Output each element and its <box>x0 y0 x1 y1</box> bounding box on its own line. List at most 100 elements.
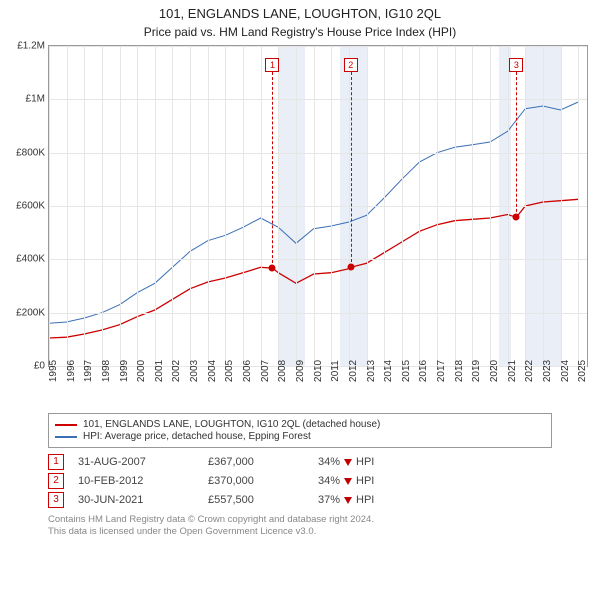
arrow-down-icon <box>344 459 352 466</box>
x-tick-label: 2017 <box>436 360 447 382</box>
sale-marker-dot <box>347 264 354 271</box>
x-tick-label: 2008 <box>277 360 288 382</box>
sales-row-date: 31-AUG-2007 <box>78 456 208 468</box>
sales-row-gap: 37%HPI <box>318 494 374 506</box>
gridline-v <box>67 46 68 366</box>
gridline-v <box>508 46 509 366</box>
sale-marker-box: 1 <box>265 58 279 72</box>
legend-swatch <box>55 424 77 426</box>
x-tick-label: 2016 <box>418 360 429 382</box>
gridline-h <box>49 153 587 154</box>
x-tick-label: 1999 <box>119 360 130 382</box>
sales-row: 1 31-AUG-2007£367,00034%HPI <box>48 454 552 470</box>
gridline-v <box>296 46 297 366</box>
sale-marker-line <box>351 72 352 267</box>
x-tick-label: 2004 <box>207 360 218 382</box>
gridline-v <box>402 46 403 366</box>
sales-row-date: 30-JUN-2021 <box>78 494 208 506</box>
sales-row-index: 3 <box>48 492 64 508</box>
footer-line: This data is licensed under the Open Gov… <box>48 526 588 538</box>
gridline-v <box>437 46 438 366</box>
sale-marker-box: 3 <box>509 58 523 72</box>
y-tick-label: £1M <box>26 94 49 105</box>
x-tick-label: 2006 <box>242 360 253 382</box>
sales-row-index: 1 <box>48 454 64 470</box>
sales-row-date: 10-FEB-2012 <box>78 475 208 487</box>
x-tick-label: 2018 <box>454 360 465 382</box>
gridline-v <box>208 46 209 366</box>
arrow-down-icon <box>344 478 352 485</box>
sale-marker-dot <box>513 214 520 221</box>
y-tick-label: £400K <box>16 254 49 265</box>
x-tick-label: 2024 <box>560 360 571 382</box>
gridline-v <box>561 46 562 366</box>
x-tick-label: 2010 <box>313 360 324 382</box>
gridline-v <box>419 46 420 366</box>
gridline-h <box>49 46 587 47</box>
gridline-v <box>172 46 173 366</box>
gridline-v <box>472 46 473 366</box>
x-tick-label: 2014 <box>383 360 394 382</box>
x-tick-label: 2015 <box>401 360 412 382</box>
sales-row-price: £557,500 <box>208 494 318 506</box>
gridline-v <box>525 46 526 366</box>
x-tick-label: 2007 <box>260 360 271 382</box>
legend-text: 101, ENGLANDS LANE, LOUGHTON, IG10 2QL (… <box>83 419 380 430</box>
x-tick-label: 2013 <box>366 360 377 382</box>
y-tick-label: £600K <box>16 201 49 212</box>
titles: 101, ENGLANDS LANE, LOUGHTON, IG10 2QL P… <box>0 6 600 39</box>
gridline-v <box>155 46 156 366</box>
x-tick-label: 2021 <box>507 360 518 382</box>
gridline-v <box>137 46 138 366</box>
x-tick-label: 2001 <box>154 360 165 382</box>
sales-row-price: £367,000 <box>208 456 318 468</box>
sale-marker-line <box>272 72 273 268</box>
chart-container: 101, ENGLANDS LANE, LOUGHTON, IG10 2QL P… <box>0 6 600 596</box>
arrow-down-icon <box>344 497 352 504</box>
gridline-h <box>49 313 587 314</box>
gridline-v <box>84 46 85 366</box>
gridline-v <box>349 46 350 366</box>
gridline-v <box>225 46 226 366</box>
x-tick-label: 2005 <box>224 360 235 382</box>
sales-row-price: £370,000 <box>208 475 318 487</box>
gridline-v <box>578 46 579 366</box>
x-tick-label: 1997 <box>83 360 94 382</box>
gridline-v <box>384 46 385 366</box>
x-tick-label: 2009 <box>295 360 306 382</box>
sales-row: 3 30-JUN-2021£557,50037%HPI <box>48 492 552 508</box>
x-tick-label: 2022 <box>524 360 535 382</box>
gridline-h <box>49 206 587 207</box>
gridline-v <box>278 46 279 366</box>
gridline-v <box>331 46 332 366</box>
sale-marker-box: 2 <box>344 58 358 72</box>
x-tick-label: 1996 <box>66 360 77 382</box>
gridline-v <box>543 46 544 366</box>
y-tick-label: £1.2M <box>17 41 49 52</box>
gridline-v <box>190 46 191 366</box>
gridline-v <box>367 46 368 366</box>
y-tick-label: £200K <box>16 307 49 318</box>
sales-row-gap: 34%HPI <box>318 456 374 468</box>
chart-plot-area: £0£200K£400K£600K£800K£1M£1.2M123 <box>48 45 588 367</box>
x-tick-label: 2012 <box>348 360 359 382</box>
legend-swatch <box>55 436 77 438</box>
title-subtitle: Price paid vs. HM Land Registry's House … <box>0 25 600 39</box>
x-tick-label: 2011 <box>330 360 341 382</box>
x-tick-label: 2019 <box>471 360 482 382</box>
gridline-v <box>314 46 315 366</box>
y-tick-label: £0 <box>34 361 49 372</box>
gridline-v <box>243 46 244 366</box>
sales-row-index: 2 <box>48 473 64 489</box>
footer-line: Contains HM Land Registry data © Crown c… <box>48 514 588 526</box>
gridline-v <box>120 46 121 366</box>
x-tick-label: 2000 <box>136 360 147 382</box>
gridline-v <box>455 46 456 366</box>
x-axis-labels: 1995199619971998199920002001200220032004… <box>48 367 588 407</box>
y-tick-label: £800K <box>16 147 49 158</box>
x-tick-label: 2020 <box>489 360 500 382</box>
x-tick-label: 1995 <box>48 360 59 382</box>
sales-table: 1 31-AUG-2007£367,00034%HPI 2 10-FEB-2012£3… <box>48 454 552 508</box>
gridline-v <box>102 46 103 366</box>
gridline-v <box>261 46 262 366</box>
